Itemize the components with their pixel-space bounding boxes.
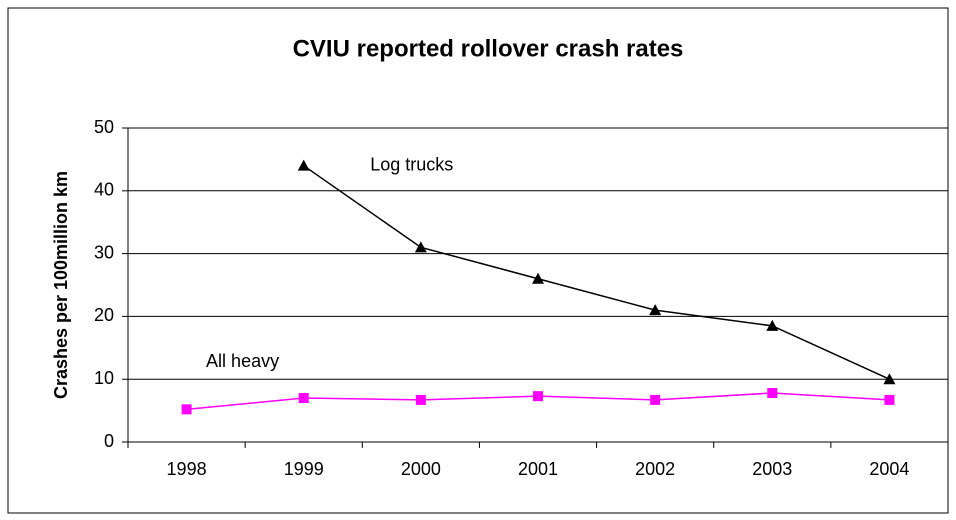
marker xyxy=(650,394,661,405)
x-tick-label: 2000 xyxy=(401,459,441,479)
marker xyxy=(297,159,310,171)
y-tick-label: 10 xyxy=(94,368,114,388)
x-tick-label: 1998 xyxy=(167,459,207,479)
marker xyxy=(532,272,544,284)
y-tick-label: 20 xyxy=(94,305,114,325)
y-tick-label: 30 xyxy=(94,242,114,262)
y-axis-label: Crashes per 100million km xyxy=(51,171,71,399)
marker xyxy=(298,393,309,404)
x-tick-label: 2002 xyxy=(635,459,675,479)
marker xyxy=(415,394,426,405)
marker xyxy=(533,391,543,402)
x-tick-label: 1999 xyxy=(284,459,324,479)
marker xyxy=(649,304,662,316)
series-line xyxy=(303,165,890,380)
series-label: Log trucks xyxy=(370,154,453,174)
chart-border xyxy=(7,7,949,514)
marker xyxy=(414,241,427,253)
series-label: All heavy xyxy=(206,351,279,371)
marker xyxy=(767,388,778,399)
y-tick-label: 0 xyxy=(104,431,114,451)
x-tick-label: 2004 xyxy=(869,459,909,479)
y-tick-label: 40 xyxy=(94,180,114,200)
y-tick-label: 50 xyxy=(94,117,114,137)
chart-title: CVIU reported rollover crash rates xyxy=(293,35,684,62)
x-tick-label: 2003 xyxy=(752,459,792,479)
marker xyxy=(883,373,896,385)
marker xyxy=(181,404,192,415)
marker xyxy=(884,394,895,405)
x-tick-label: 2001 xyxy=(518,459,558,479)
marker xyxy=(766,319,779,331)
